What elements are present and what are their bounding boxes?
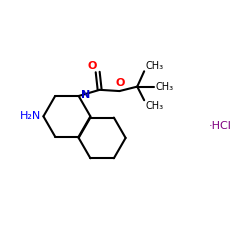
- Text: O: O: [115, 78, 124, 88]
- Text: CH₃: CH₃: [146, 61, 164, 71]
- Text: H₂N: H₂N: [20, 111, 41, 121]
- Text: N: N: [80, 90, 90, 100]
- Text: O: O: [88, 61, 97, 71]
- Text: ·HCl: ·HCl: [209, 121, 232, 131]
- Text: CH₃: CH₃: [155, 82, 174, 92]
- Text: CH₃: CH₃: [146, 101, 164, 111]
